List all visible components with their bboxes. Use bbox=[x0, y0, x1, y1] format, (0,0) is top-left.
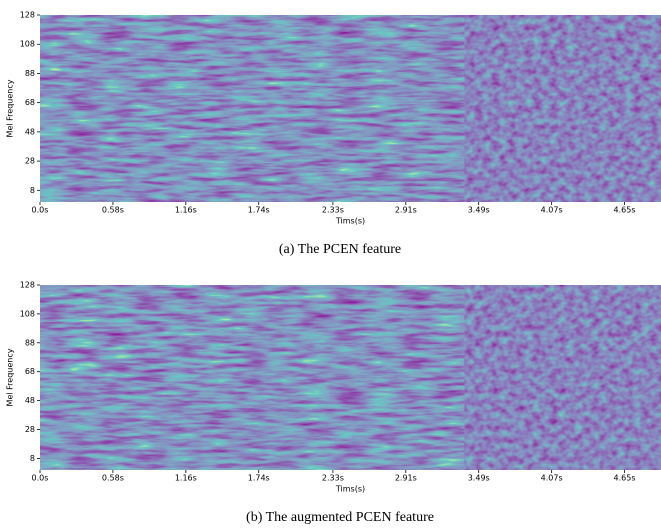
x-tick-label: 2.91s bbox=[395, 206, 417, 215]
x-tick-label: 1.16s bbox=[175, 206, 197, 215]
spectrogram-right bbox=[465, 15, 661, 202]
x-tick-label: 0.58s bbox=[102, 206, 124, 215]
y-tick-label: 88 bbox=[25, 338, 35, 347]
x-tick-label: 3.49s bbox=[468, 474, 490, 483]
x-tick-label: 0.58s bbox=[102, 474, 124, 483]
x-tick-label: 2.91s bbox=[395, 474, 417, 483]
y-tick-label: 8 bbox=[30, 186, 35, 195]
x-tick-label: 4.07s bbox=[541, 206, 563, 215]
y-tick-label: 8 bbox=[30, 454, 35, 463]
x-tick-label: 1.74s bbox=[248, 474, 270, 483]
x-tick-label: 4.65s bbox=[614, 206, 636, 215]
spectrogram-left bbox=[40, 15, 465, 202]
figure: 8 28 48 68 88 108 128 0.0s 0.58s 1.16s 1.74s 2.33s 2… bbox=[0, 0, 661, 531]
y-axis-label: Mel Frequency bbox=[6, 348, 15, 406]
y-tick-label: 128 bbox=[20, 11, 35, 20]
caption: (a) The PCEN feature bbox=[279, 242, 401, 257]
y-axis-label: Mel Frequency bbox=[6, 79, 15, 137]
caption: (b) The augmented PCEN feature bbox=[246, 510, 434, 525]
y-tick-label: 48 bbox=[25, 396, 35, 405]
spectrogram-left bbox=[40, 285, 465, 470]
y-tick-label: 68 bbox=[25, 98, 35, 107]
y-tick-label: 28 bbox=[25, 157, 35, 166]
y-tick-label: 108 bbox=[20, 309, 35, 318]
y-tick-label: 128 bbox=[20, 281, 35, 290]
x-tick-label: 2.33s bbox=[322, 474, 344, 483]
y-tick-label: 68 bbox=[25, 367, 35, 376]
x-tick-label: 4.65s bbox=[614, 474, 636, 483]
x-tick-label: 0.0s bbox=[32, 206, 49, 215]
x-tick-label: 1.16s bbox=[175, 474, 197, 483]
y-tick-label: 88 bbox=[25, 69, 35, 78]
y-tick-label: 108 bbox=[20, 40, 35, 49]
x-tick-label: 0.0s bbox=[32, 474, 49, 483]
x-axis-label: Tims(s) bbox=[335, 217, 365, 226]
x-axis-label: Tims(s) bbox=[335, 485, 365, 494]
x-tick-label: 3.49s bbox=[468, 206, 490, 215]
x-tick-label: 2.33s bbox=[322, 206, 344, 215]
x-tick-label: 1.74s bbox=[248, 206, 270, 215]
y-tick-label: 28 bbox=[25, 425, 35, 434]
y-tick-label: 48 bbox=[25, 127, 35, 136]
x-tick-label: 4.07s bbox=[541, 474, 563, 483]
spectrogram-right bbox=[465, 285, 661, 470]
